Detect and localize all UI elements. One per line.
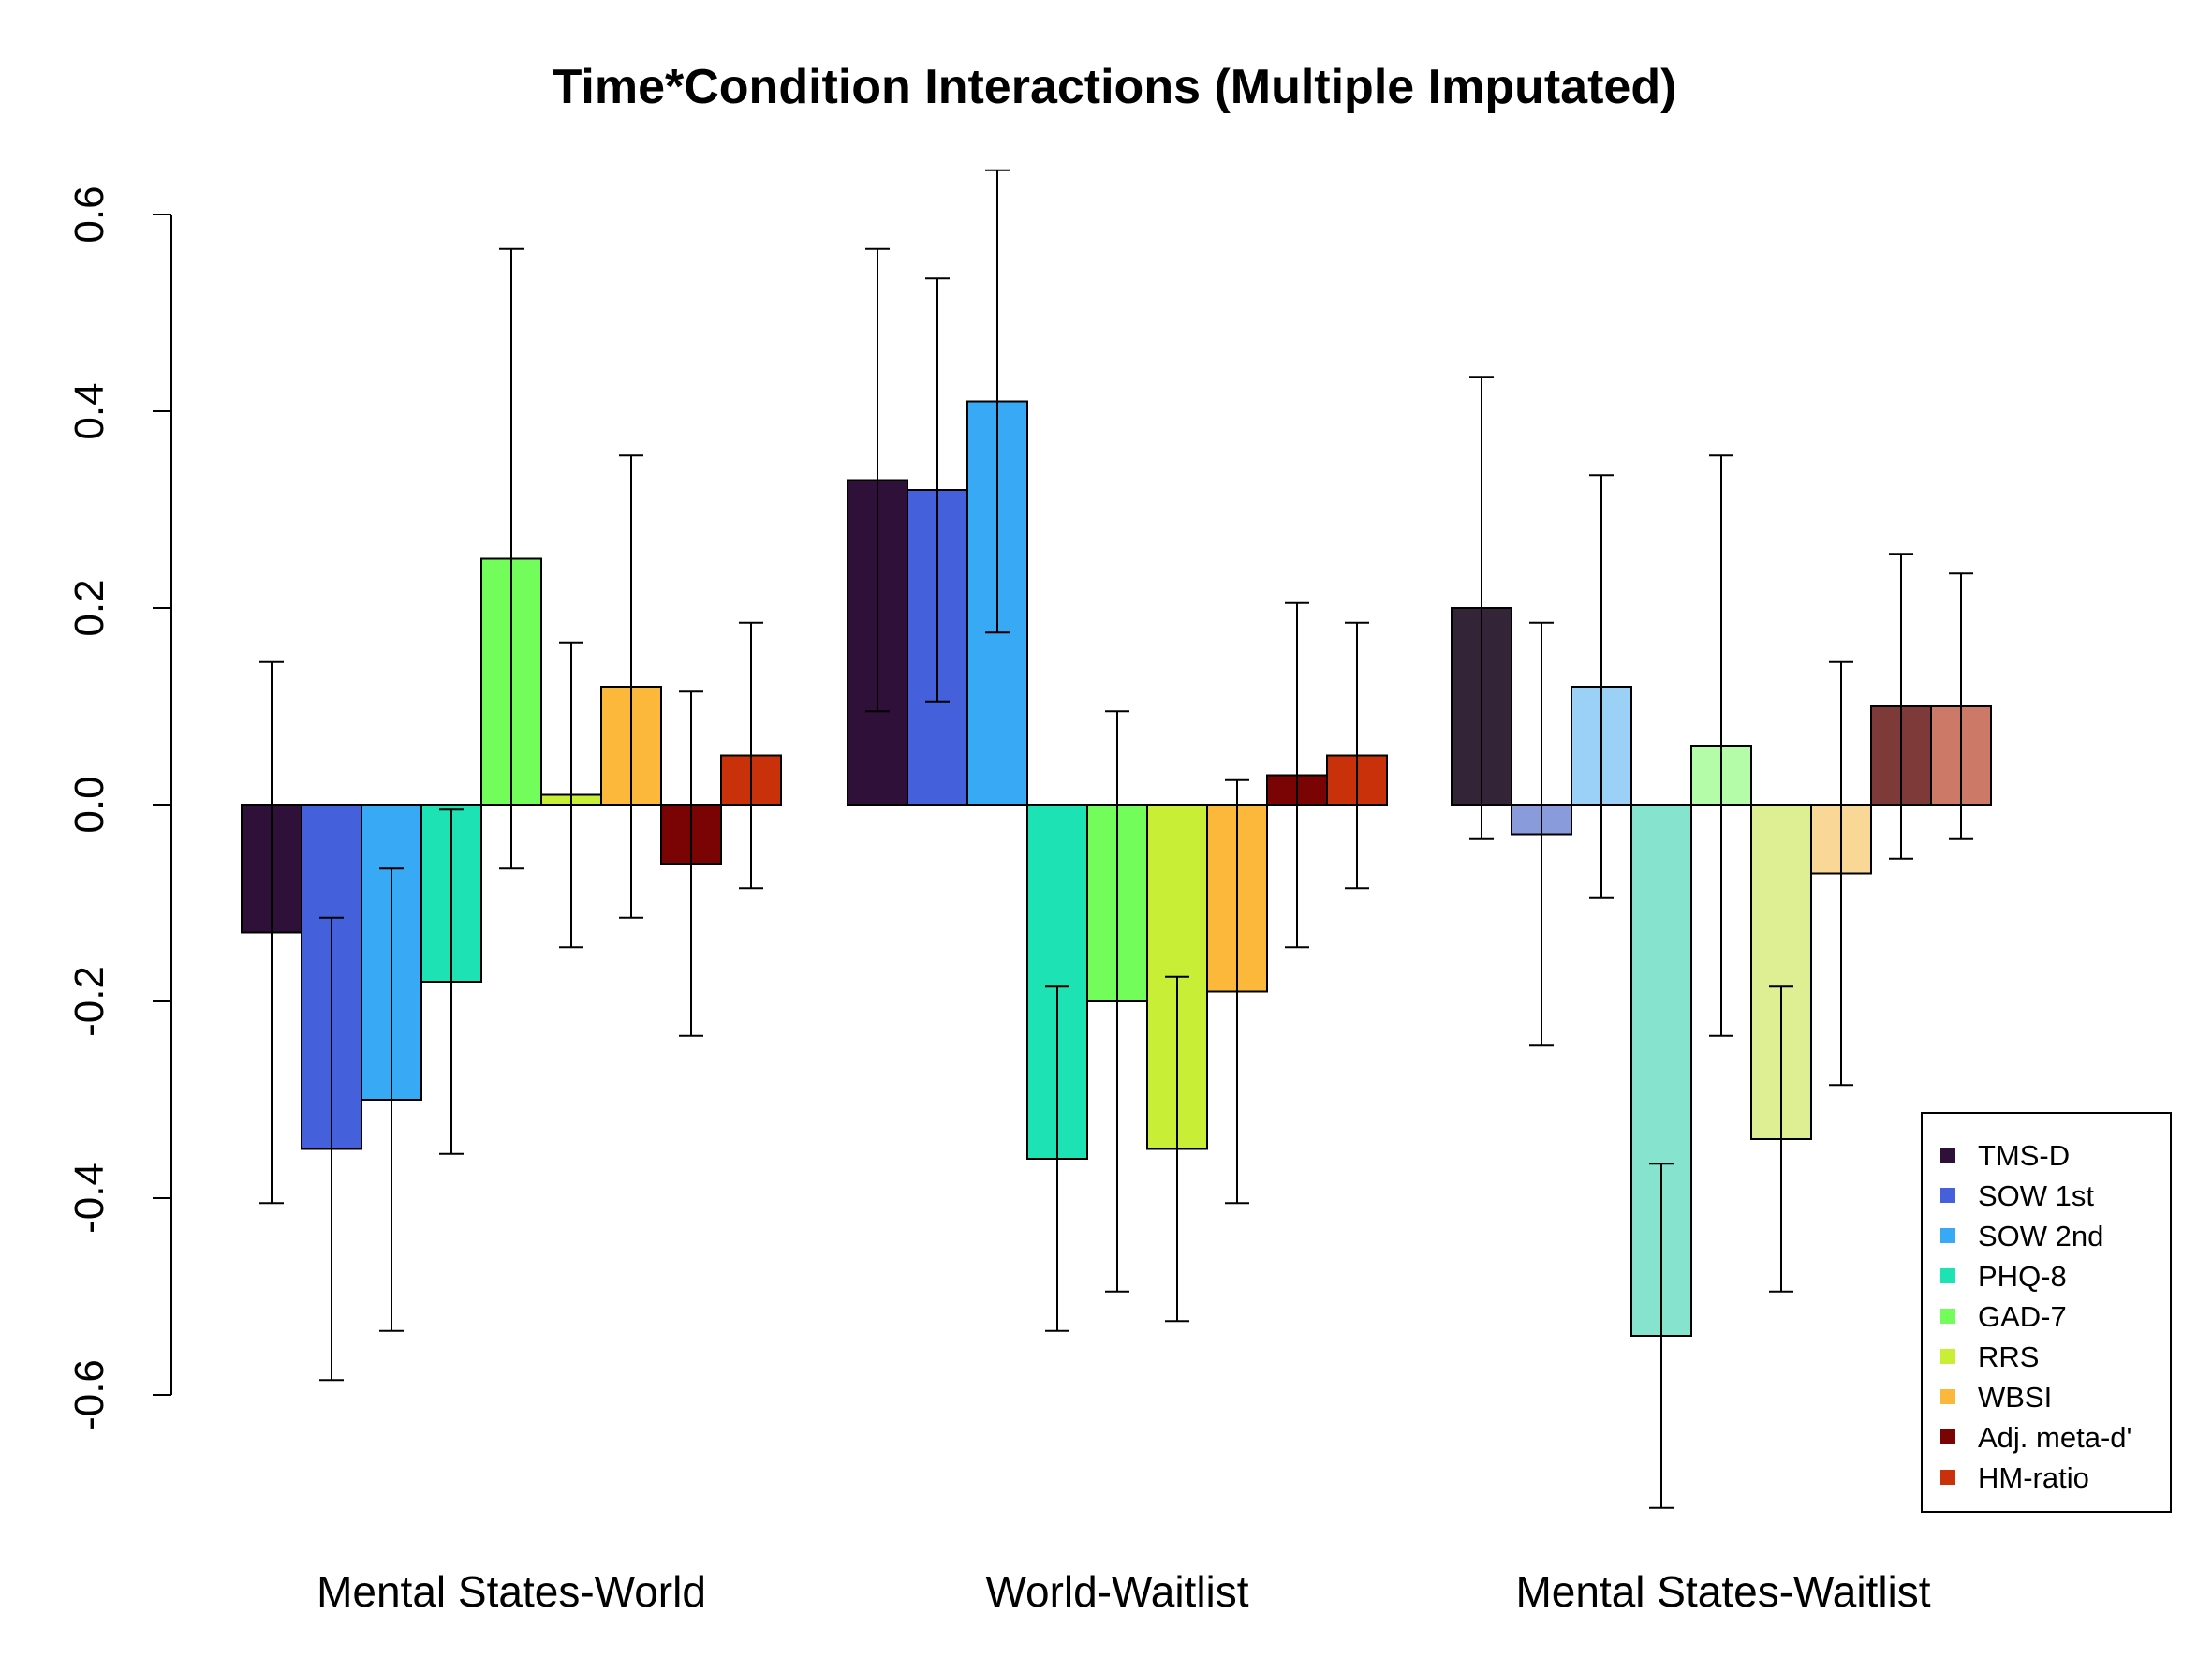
legend-label: SOW 1st [1978, 1179, 2094, 1212]
error-bars-group [259, 169, 1973, 1509]
legend-label: Adj. meta-d' [1978, 1421, 2131, 1454]
y-tick-label: 0.2 [66, 579, 112, 636]
legend-swatch [1940, 1228, 1955, 1243]
category-labels: Mental States-World World-Waitlist Mental … [317, 1567, 1931, 1616]
legend-label: SOW 2nd [1978, 1220, 2103, 1252]
chart-title: Time*Condition Interactions (Multiple Im… [553, 60, 1677, 114]
y-tick-label: 0.6 [66, 185, 112, 243]
legend-swatch [1940, 1470, 1955, 1485]
legend-swatch [1940, 1389, 1955, 1404]
y-axis: -0.6 -0.4 -0.2 0.0 0.2 0.4 0.6 [66, 185, 172, 1430]
legend-swatch [1940, 1148, 1955, 1163]
legend-label: RRS [1978, 1341, 2039, 1373]
legend-swatch [1940, 1309, 1955, 1324]
y-tick-label: 0.4 [66, 382, 112, 439]
legend-label: HM-ratio [1978, 1461, 2089, 1494]
legend-box [1921, 1112, 2172, 1513]
category-label: Mental States-Waitlist [1515, 1567, 1930, 1616]
legend-label: PHQ-8 [1978, 1260, 2067, 1293]
y-tick-label: -0.4 [66, 1163, 112, 1234]
y-tick-label: -0.6 [66, 1359, 112, 1430]
legend-label: WBSI [1978, 1381, 2052, 1414]
legend-swatch [1940, 1268, 1955, 1283]
legend-swatch [1940, 1429, 1955, 1444]
legend-label: TMS-D [1978, 1139, 2070, 1172]
category-label: Mental States-World [317, 1567, 706, 1616]
y-tick-label: 0.0 [66, 776, 112, 833]
legend-swatch [1940, 1188, 1955, 1203]
category-label: World-Waitlist [985, 1567, 1248, 1616]
legend-label: GAD-7 [1978, 1300, 2067, 1333]
legend: TMS-D SOW 1st SOW 2nd PHQ-8 GAD-7 RRS WBSI Adj.… [1921, 1112, 2172, 1513]
y-tick-label: -0.2 [66, 966, 112, 1037]
legend-swatch [1940, 1349, 1955, 1364]
